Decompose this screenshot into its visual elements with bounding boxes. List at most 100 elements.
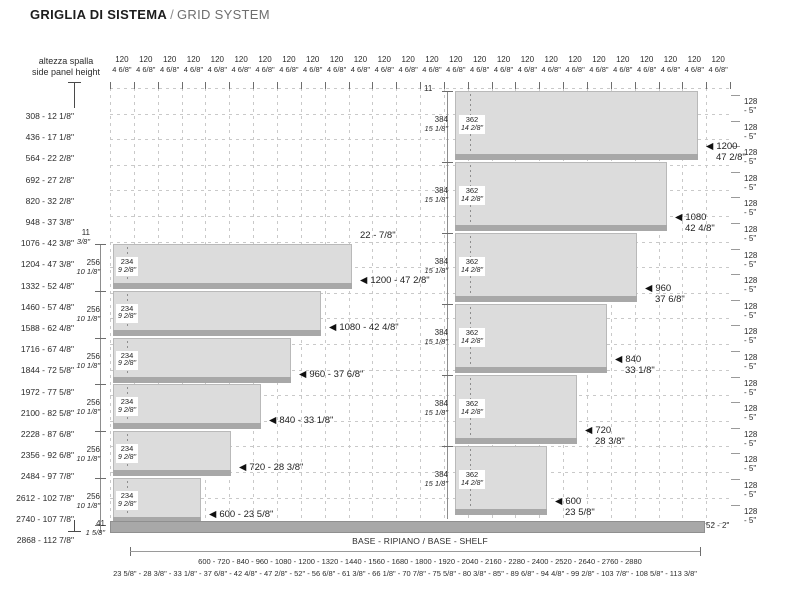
right-scale-label: 128 - 5" <box>744 225 758 243</box>
shelf-cell-inch: 14 2/8" <box>461 479 483 487</box>
grid-line-horizontal <box>110 88 730 89</box>
top-ruler-mm: 120 <box>711 55 725 64</box>
top-ruler-tick <box>396 82 398 89</box>
top-ruler-label: 120 4 6/8" <box>150 55 190 74</box>
grid-line-horizontal <box>110 139 730 141</box>
right-pitch-label: 384 15 1/8" <box>410 470 448 488</box>
right-scale-label: 128 - 5" <box>744 250 758 269</box>
grid-line-horizontal <box>110 497 730 499</box>
right-pitch-label: 384 15 1/8" <box>410 328 448 346</box>
callout-text: 840 - 33 1/8" <box>279 415 334 427</box>
shelf-bar <box>455 367 607 373</box>
shelf-cell-label: 362 14 2/8" <box>459 399 485 418</box>
base-dim-right-tick <box>700 547 701 556</box>
shelf-cell-inch: 9 2/8" <box>118 360 137 368</box>
side-panel-height-italian: altezza spalla <box>38 56 94 66</box>
top-ruler-inch: 4 6/8" <box>446 64 466 74</box>
side-panel-bracket-bottom-tick <box>68 531 81 532</box>
callout-inch: 23 5/8" <box>565 507 595 518</box>
top-ruler-mm: 120 <box>282 55 296 64</box>
grid-line-horizontal <box>110 216 730 217</box>
top-ruler-inch: 4 6/8" <box>231 64 251 74</box>
right-scale-label: 128 - 5" <box>744 429 758 448</box>
right-top-gap-label: 11 <box>424 84 433 93</box>
shelf-cell-mm: 234 <box>120 491 134 500</box>
right-scale-label: 128 - 5" <box>744 455 758 474</box>
right-scale-label: 128 - 5" <box>744 122 758 141</box>
top-ruler-inch: 4 6/8" <box>517 64 538 74</box>
right-scale-label: 128 - 5" <box>744 353 758 371</box>
right-dim-tick <box>442 233 453 234</box>
top-ruler-mm: 120 <box>496 55 511 64</box>
background-grid <box>110 88 730 528</box>
top-ruler-label: 120 4 6/8" <box>102 55 142 74</box>
left-pitch-inch: 10 1/8" <box>76 454 100 464</box>
top-ruler-tick <box>229 82 231 89</box>
left-scale-label: 1460 - 57 4/8" <box>20 301 74 312</box>
shelf-cell-inch: 14 2/8" <box>461 124 483 132</box>
grid-line-vertical <box>443 88 445 528</box>
right-scale-label: 128 - 5" <box>744 199 758 218</box>
top-ruler-inch: 4 6/8" <box>136 64 156 74</box>
left-pitch-inch: 10 1/8" <box>76 313 100 323</box>
shelf-cell-inch: 14 2/8" <box>461 337 483 345</box>
shelf-cell-label: 234 9 2/8" <box>116 303 139 323</box>
shelf-cell-label: 362 14 2/8" <box>459 257 485 276</box>
right-scale-label: 128 - 5" <box>744 276 758 295</box>
top-ruler-tick <box>276 82 278 89</box>
left-pitch-inch: 10 1/8" <box>76 360 100 370</box>
side-panel-bracket-bottom <box>74 520 75 532</box>
shelf-box <box>113 290 321 331</box>
top-ruler-inch: 4 6/8" <box>374 64 394 74</box>
shelf-cell-mm: 234 <box>120 397 134 407</box>
right-scale-tick <box>731 171 740 173</box>
callout-text: 960 - 37 6/8" <box>309 368 364 380</box>
callout-arrow-icon: ◀ <box>269 415 277 427</box>
top-ruler-inch: 4 6/8" <box>183 64 204 74</box>
top-ruler-tick <box>491 82 493 89</box>
base-inch-series: 23 5/8" - 28 3/8" - 33 1/8" - 37 6/8" - … <box>113 569 697 578</box>
right-scale-label: 128 - 5" <box>744 481 758 499</box>
callout-arrow-icon: ◀ <box>585 425 593 436</box>
right-pitch-mm: 384 <box>434 115 448 124</box>
right-scale-tick <box>731 197 740 199</box>
top-ruler-tick <box>348 82 350 89</box>
top-ruler-label: 120 4 6/8" <box>293 55 333 74</box>
grid-line-vertical <box>110 88 111 528</box>
top-ruler-mm: 120 <box>329 55 344 64</box>
shelf-callout: ◀ 1200 47 2/8" <box>706 141 746 163</box>
callout-arrow-icon: ◀ <box>675 212 683 223</box>
left-dim-line <box>100 244 101 533</box>
right-scale-tick <box>731 274 740 276</box>
base-gap-mm: 41 <box>96 519 105 528</box>
callout-arrow-icon: ◀ <box>615 354 623 365</box>
top-ruler-tick <box>730 82 732 89</box>
top-ruler-tick <box>443 82 445 89</box>
left-pitch-label: 256 10 1/8" <box>62 352 100 370</box>
left-pitch-mm: 256 <box>86 445 100 455</box>
left-top-gap-inch: 3/8" <box>76 237 90 246</box>
top-ruler-label: 120 4 6/8" <box>412 55 452 74</box>
right-dim-tick <box>442 91 453 92</box>
top-ruler-inch: 4 6/8" <box>159 64 180 74</box>
top-ruler-mm: 120 <box>687 55 701 64</box>
top-ruler-inch: 4 6/8" <box>660 64 681 74</box>
shelf-cell-inch: 14 2/8" <box>461 195 483 203</box>
left-scale-label: 692 - 27 2/8" <box>25 174 74 185</box>
right-scale-label: 128 - 5" <box>744 301 758 320</box>
right-dim-tick <box>442 446 453 447</box>
left-pitch-inch: 10 1/8" <box>76 407 100 417</box>
top-ruler-mm: 120 <box>401 55 415 64</box>
right-scale-tick <box>731 402 740 404</box>
top-ruler-mm: 120 <box>639 55 654 64</box>
top-ruler-label: 120 4 6/8" <box>579 55 619 74</box>
left-scale-label: 436 - 17 1/8" <box>25 132 74 143</box>
left-pitch-inch: 10 1/8" <box>76 501 100 510</box>
right-pitch-mm: 384 <box>434 257 448 266</box>
shelf-bar <box>113 376 291 383</box>
top-ruler-inch: 4 6/8" <box>613 64 633 74</box>
shelf-cell-mm: 362 <box>465 115 479 124</box>
shelf-callout: ◀ 1080 42 4/8" <box>675 212 715 234</box>
left-scale-label: 2484 - 97 7/8" <box>20 471 74 482</box>
left-dim-tick <box>95 478 106 479</box>
